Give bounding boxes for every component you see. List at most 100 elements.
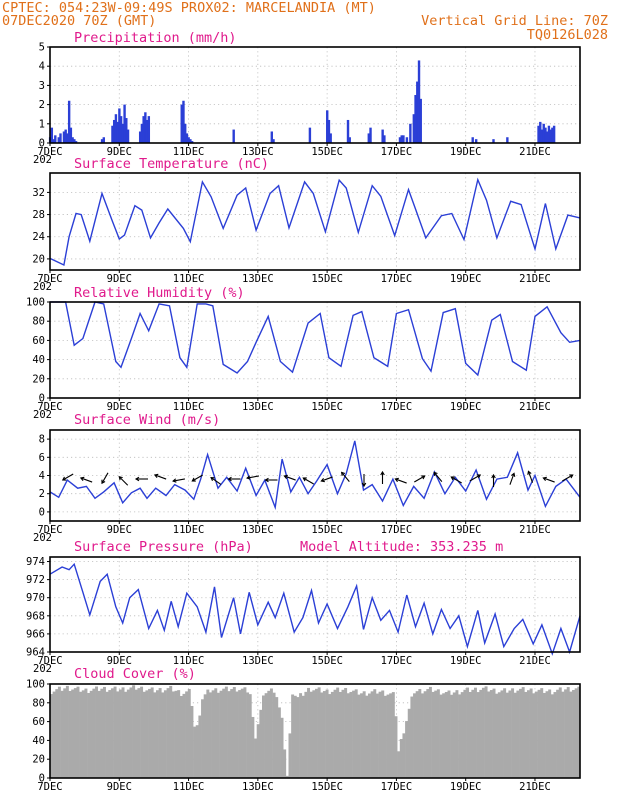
wind-arrow-icon [341,472,350,482]
precipitation-bar [551,127,554,143]
precipitation-bar [102,137,105,143]
cloud-cover-column [569,691,573,778]
x-tick-label: 9DEC [107,655,132,667]
precipitation-bar [326,110,329,143]
cloud-cover-column [436,689,440,778]
precipitation-bar [126,129,130,143]
x-tick-label: 7DEC [37,146,62,158]
precipitation-bar [552,125,556,143]
cloud-cover-column [171,691,175,778]
precipitation-bar [73,139,76,143]
x-tick-label: 9DEC [107,146,132,158]
x-tick-label: 21DEC [519,146,551,158]
precipitation-bar [474,139,478,143]
cloud-cover-column [463,689,467,778]
y-tick-label: 24 [32,231,45,243]
cloud-cover-column [84,688,88,778]
x-tick-label: 11DEC [173,146,205,158]
cloud-cover-column [161,692,165,778]
cloud-cover-column [126,689,130,778]
cloud-cover-column [309,691,313,778]
y-tick-label: 60 [32,716,45,728]
cloud-cover-column [487,691,491,778]
cloud-cover-column [479,689,483,778]
wind-arrow-icon [246,475,260,479]
wind-arrow-icon [562,474,573,482]
wind-arrow-icon [303,477,314,485]
wind-arrow-head [380,470,385,476]
wind-arrow-icon [172,478,186,482]
x-tick-label: 15DEC [311,401,343,413]
year-label: 202 [33,154,52,166]
cloud-cover-column [317,687,321,778]
x-tick-label: 13DEC [242,146,274,158]
cloud-cover-column [368,693,371,778]
precipitation-bar [74,141,78,143]
precipitation-bar [119,116,123,143]
cloud-cover-column [426,689,430,778]
y-tick-label: 968 [26,610,45,622]
cloud-cover-column [182,693,186,778]
wind-arrow-head [191,477,196,482]
header-run-time: 07DEC2020 70Z (GMT) [2,13,156,29]
cloud-cover-column [455,690,459,778]
cloud-cover-column [201,699,204,778]
y-tick-label: 80 [32,316,45,328]
cloud-cover-column [118,689,122,778]
y-tick-label: 5 [39,42,45,54]
cloud-cover-column [360,693,363,778]
cloud-cover-column [153,692,157,778]
precipitation-bar [190,141,194,143]
wind-arrow-head [153,473,159,479]
precipitation-bar [123,104,126,143]
cloud-cover-column [288,733,292,778]
y-tick-label: 6 [39,452,45,464]
cloud-cover-column [537,689,541,778]
cloud-cover-column [389,693,393,778]
plot-frame [49,46,581,144]
wind-arrow-icon [414,475,425,483]
cloud-cover-column [397,751,401,778]
precipitation-bar [67,100,71,143]
cloud-cover-column [230,689,234,778]
wind-arrow-icon [80,477,93,483]
y-tick-label: 60 [32,335,45,347]
year-label: 202 [33,532,52,544]
cloud-cover-column [346,693,350,778]
precipitation-bar [417,60,421,143]
cloud-cover-column [243,687,247,778]
cloud-cover-column [105,691,109,778]
y-tick-label: 20 [32,253,45,265]
cloud-cover-column [532,693,536,778]
year-label: 202 [33,409,52,421]
cloud-cover-column [156,690,159,778]
cloud-cover-column [484,686,488,778]
cloud-cover-column [391,692,395,778]
x-tick-label: 17DEC [381,524,413,536]
cloud-cover-column [179,696,183,778]
y-tick-label: 0 [39,506,45,518]
x-tick-label: 19DEC [450,781,482,793]
x-tick-label: 15DEC [311,655,343,667]
cloud-cover-column [87,692,91,778]
cloud-cover-column [460,692,464,778]
y-tick-label: 80 [32,697,45,709]
cloud-cover-column [211,690,215,778]
cloud-cover-column [124,691,128,778]
wind-arrow-icon [469,474,481,482]
header-grid-note: Vertical Grid Line: 70Z [421,13,608,29]
cloud-cover-column [174,690,178,778]
x-tick-label: 7DEC [37,655,62,667]
y-tick-label: 2 [39,99,45,111]
x-tick-label: 19DEC [450,273,482,285]
cloud-cover-column [511,688,515,778]
cloud-cover-column [381,690,385,778]
cloud-cover-column [214,688,218,778]
cloud-cover-column [251,716,255,778]
x-tick-label: 19DEC [450,524,482,536]
precipitation-bar [145,119,149,143]
wind-arrow-head [542,476,547,482]
cloud-cover-column [322,691,326,778]
cloud-cover-column [73,688,77,778]
cloud-cover-column [150,687,154,778]
